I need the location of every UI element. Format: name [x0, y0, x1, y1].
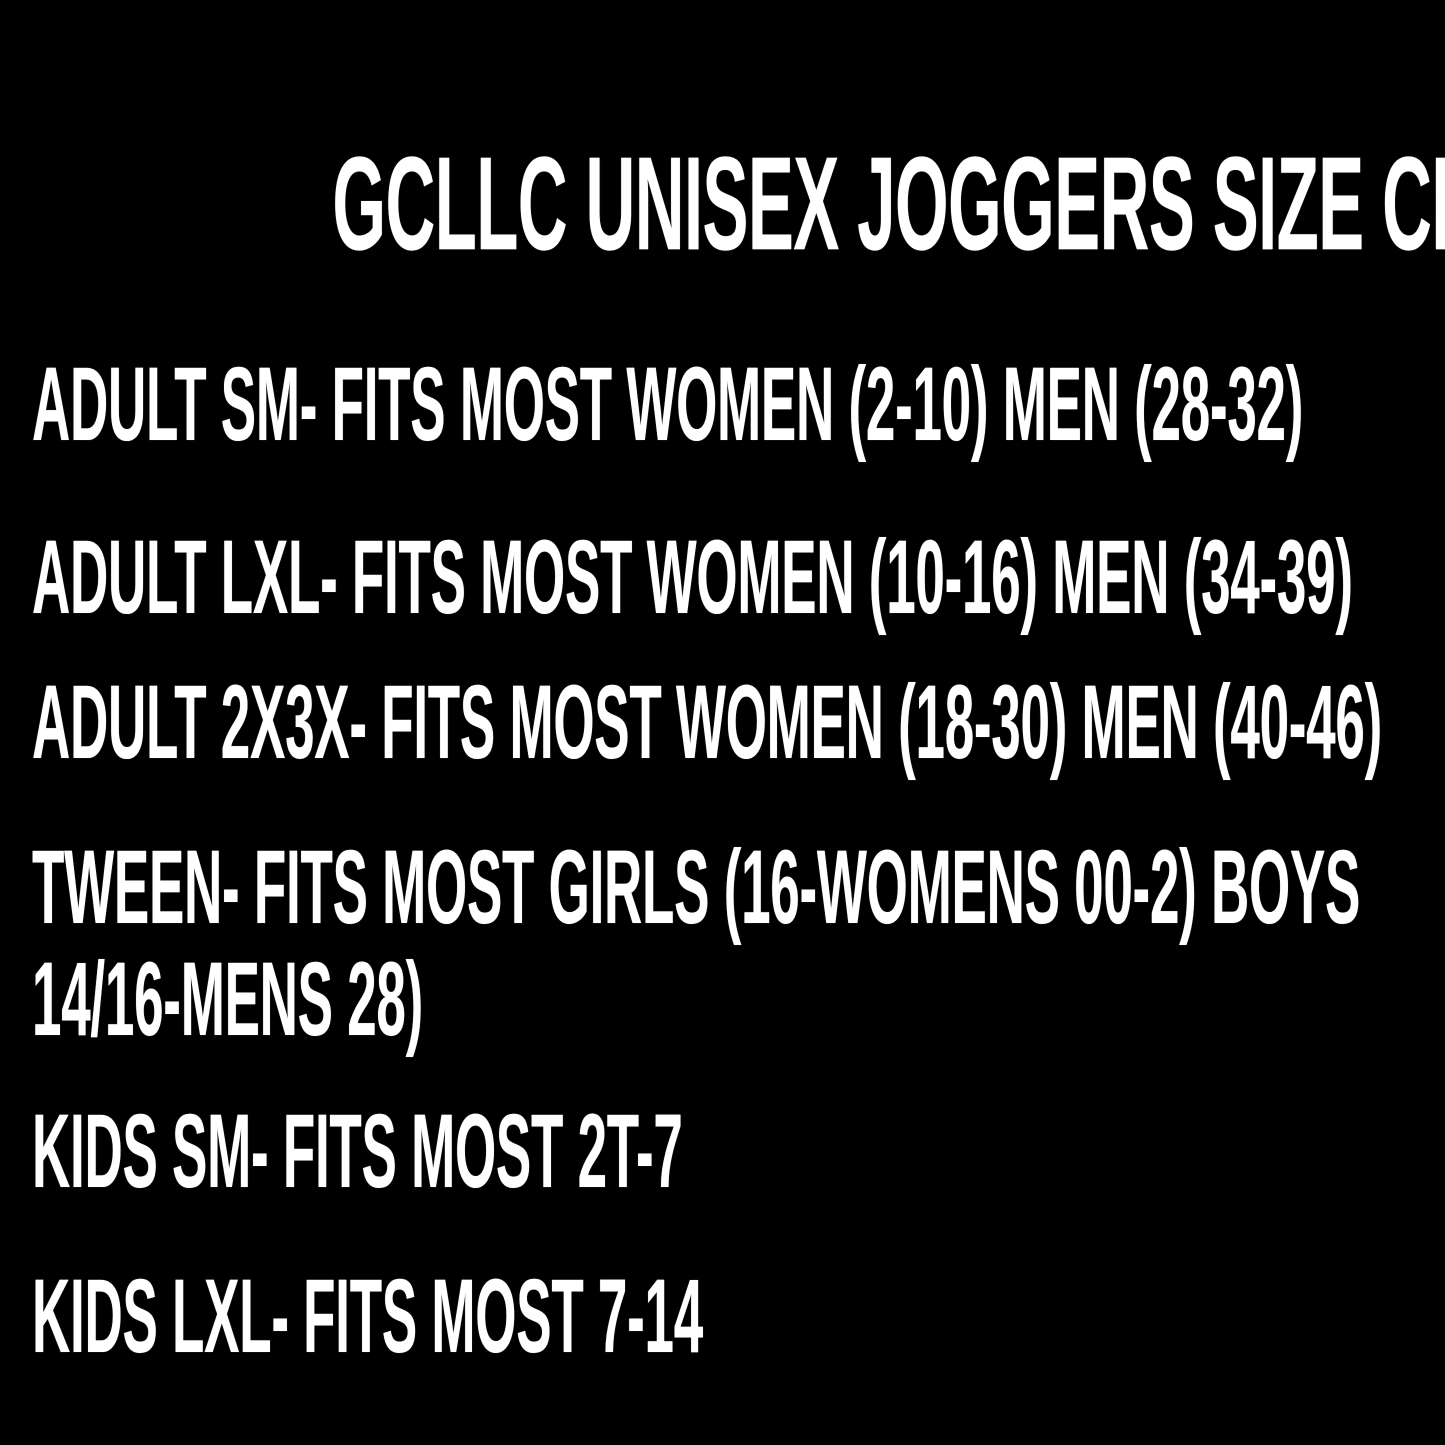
- size-line-adult-lxl: ADULT LXL- FITS MOST WOMEN (10-16) MEN (…: [32, 518, 1353, 637]
- size-line-tween-continued: 14/16-MENS 28): [32, 940, 424, 1059]
- size-line-adult-sm: ADULT SM- FITS MOST WOMEN (2-10) MEN (28…: [32, 345, 1304, 464]
- size-chart-title: GCLLC UNISEX JOGGERS SIZE CHART: [332, 129, 1445, 279]
- size-line-kids-lxl: KIDS LXL- FITS MOST 7-14: [32, 1257, 703, 1376]
- size-line-adult-2x3x: ADULT 2X3X- FITS MOST WOMEN (18-30) MEN …: [32, 663, 1382, 782]
- size-line-tween: TWEEN- FITS MOST GIRLS (16-WOMENS 00-2) …: [32, 828, 1361, 947]
- size-line-kids-sm: KIDS SM- FITS MOST 2T-7: [32, 1092, 683, 1211]
